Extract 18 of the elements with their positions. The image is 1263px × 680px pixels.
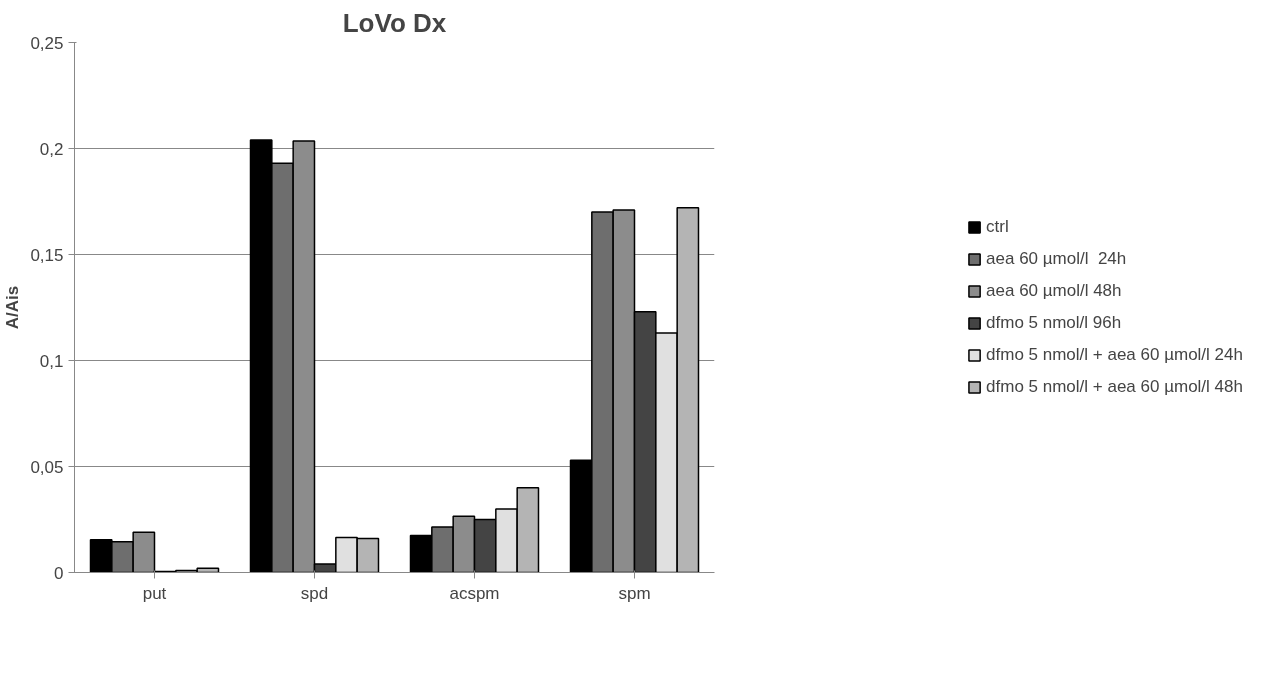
x-tick-label: acspm bbox=[449, 583, 500, 603]
y-tick-label: 0,25 bbox=[30, 33, 64, 53]
y-tick-label: 0,15 bbox=[30, 245, 64, 265]
y-tick-label: 0,2 bbox=[39, 139, 64, 159]
chart-title: LoVo Dx bbox=[342, 7, 447, 38]
y-tick-label: 0 bbox=[54, 563, 64, 583]
legend-label: ctrl bbox=[986, 217, 1009, 237]
y-axis-title: A/Ais bbox=[3, 285, 23, 330]
legend-label: dfmo 5 nmol/l + aea 60 µmol/l 24h bbox=[986, 345, 1243, 365]
y-tick-label: 0,05 bbox=[30, 457, 64, 477]
legend-label: aea 60 µmol/l 24h bbox=[986, 249, 1127, 269]
legend-label: dfmo 5 nmol/l + aea 60 µmol/l 48h bbox=[986, 377, 1243, 397]
x-tick-label: spm bbox=[618, 583, 651, 603]
x-tick-label: spd bbox=[300, 583, 329, 603]
y-tick-label: 0,1 bbox=[39, 351, 64, 371]
legend-label: dfmo 5 nmol/l 96h bbox=[986, 313, 1122, 333]
legend-label: aea 60 µmol/l 48h bbox=[986, 281, 1122, 301]
x-tick-label: put bbox=[142, 583, 167, 603]
